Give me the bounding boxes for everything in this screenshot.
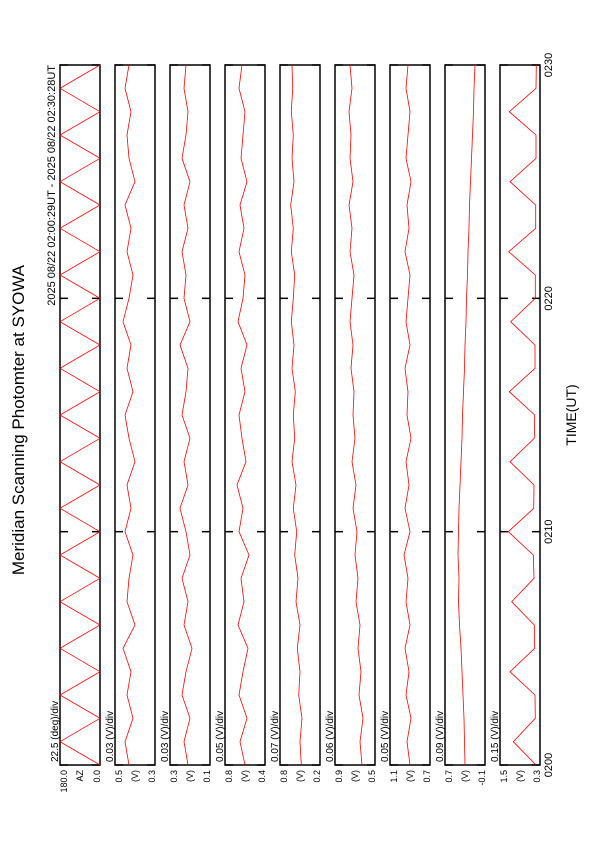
- y-axis-label: (V): [295, 770, 305, 782]
- y-tick-label: 0.8: [279, 770, 289, 783]
- panel-scale-label: 0.06 (V)/div: [325, 711, 336, 762]
- panel-scale-label: 0.03 (V)/div: [160, 711, 171, 762]
- trace: [348, 64, 364, 766]
- y-tick-label: 180.0: [59, 770, 69, 793]
- y-axis-label: (V): [460, 770, 470, 782]
- panel-scale-label: 0.07 (V)/div: [270, 711, 281, 762]
- x-tick-label: 0220: [543, 286, 555, 310]
- y-tick-label: 1.5: [499, 770, 509, 783]
- x-axis-label: TIME(UT): [563, 384, 579, 445]
- panel-frame: [389, 64, 431, 766]
- x-tick-label: 0210: [543, 519, 555, 543]
- y-tick-label: 0.3: [532, 770, 542, 783]
- y-tick-label: 0.5: [114, 770, 124, 783]
- trace: [236, 64, 250, 766]
- x-tick-label: 0230: [543, 53, 555, 77]
- panel-frame: [334, 64, 376, 766]
- rotated-plot: Meridian Scanning Photomter at SYOWA 202…: [9, 53, 579, 793]
- panel-scale-label: 0.09 (V)/div: [435, 711, 446, 762]
- panel-scale-label: 0.03 (V)/div: [105, 711, 116, 762]
- trace: [403, 64, 412, 766]
- y-tick-label: -0.1: [477, 770, 487, 786]
- y-tick-label: 0.7: [444, 770, 454, 783]
- y-tick-label: 0.0: [92, 770, 102, 783]
- trace: [290, 64, 303, 766]
- panel-frame: [444, 64, 486, 766]
- panel-scale-label: 22.5 (deg)/div: [50, 701, 61, 762]
- y-axis-label: (V): [350, 770, 360, 782]
- chart-subtitle: 2025 08/22 02:00:29UT - 2025 08/22 02:30…: [46, 65, 58, 306]
- y-tick-label: 0.1: [202, 770, 212, 783]
- trace: [457, 64, 476, 766]
- y-axis-label: (V): [185, 770, 195, 782]
- panel-frame: [169, 64, 211, 766]
- x-tick-label: 0200: [543, 753, 555, 777]
- y-tick-label: 1.1: [389, 770, 399, 783]
- y-tick-label: 0.7: [422, 770, 432, 783]
- trace: [59, 64, 101, 766]
- y-axis-label: (V): [240, 770, 250, 782]
- trace: [122, 64, 136, 766]
- panel-frame: [279, 64, 321, 766]
- panel-frame: [499, 64, 541, 766]
- y-tick-label: 0.9: [334, 770, 344, 783]
- y-tick-label: 0.8: [224, 770, 234, 783]
- y-axis-label: (V): [405, 770, 415, 782]
- y-tick-label: 0.3: [169, 770, 179, 783]
- y-tick-label: 0.3: [147, 770, 157, 783]
- y-axis-label: (V): [130, 770, 140, 782]
- y-tick-label: 0.2: [312, 770, 322, 783]
- trace: [507, 64, 537, 766]
- y-tick-label: 0.5: [367, 770, 377, 783]
- trace: [179, 64, 193, 766]
- panel-frame: [224, 64, 266, 766]
- chart-title: Meridian Scanning Photomter at SYOWA: [9, 264, 28, 575]
- y-axis-label: (V): [515, 770, 525, 782]
- y-axis-label: AZ: [75, 770, 85, 782]
- panel-scale-label: 0.15 (V)/div: [490, 711, 501, 762]
- panel-scale-label: 0.05 (V)/div: [380, 711, 391, 762]
- panel-scale-label: 0.05 (V)/div: [215, 711, 226, 762]
- panel-frame: [114, 64, 156, 766]
- y-tick-label: 0.4: [257, 770, 267, 783]
